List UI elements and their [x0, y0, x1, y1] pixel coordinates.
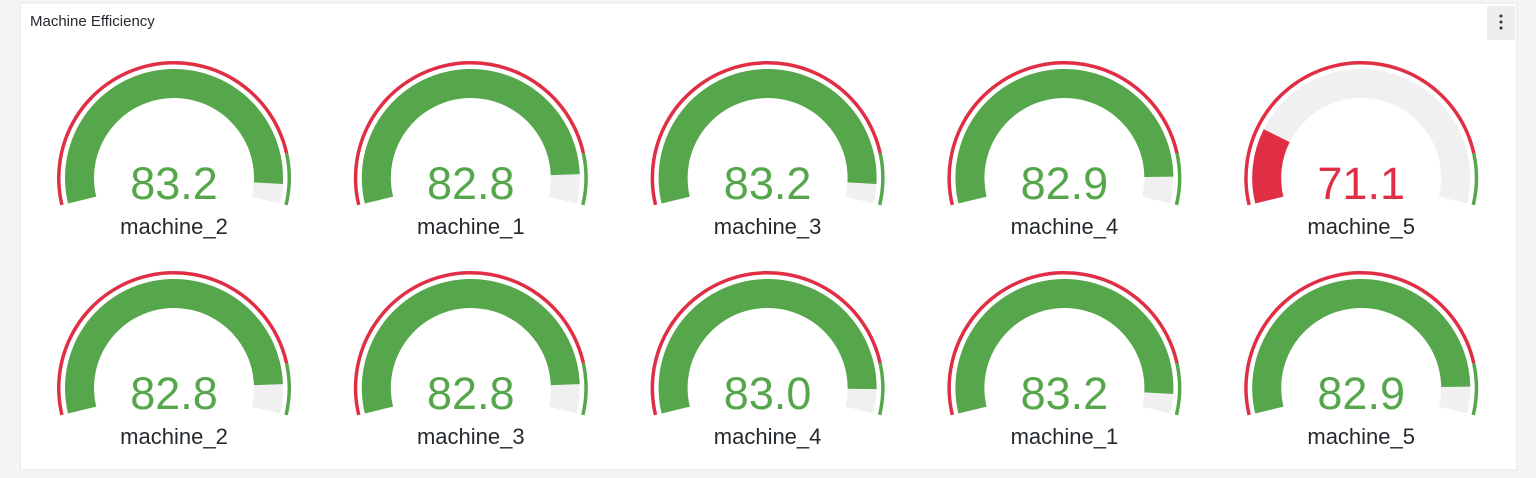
threshold-band	[284, 152, 291, 206]
gauge-track	[1252, 69, 1471, 204]
menu-dot	[1499, 20, 1503, 24]
menu-dot	[1499, 14, 1503, 18]
gauge-fill	[64, 68, 283, 204]
gauge-value: 82.8	[427, 368, 515, 419]
threshold-band	[1174, 152, 1182, 206]
gauge-value: 82.9	[1317, 368, 1405, 419]
gauge-label: machine_3	[714, 214, 822, 239]
threshold-band	[581, 152, 588, 206]
panel-menu[interactable]	[1487, 6, 1515, 40]
gauge-label: machine_4	[714, 424, 822, 449]
threshold-band	[1174, 362, 1182, 416]
gauge-fill	[361, 68, 580, 204]
panel-title: Machine Efficiency	[30, 13, 155, 30]
gauge-label: machine_1	[1011, 424, 1119, 449]
gauge-label: machine_2	[120, 424, 228, 449]
gauge-fill	[361, 278, 580, 414]
threshold-band	[284, 362, 291, 416]
gauge-fill	[64, 278, 283, 414]
threshold-band	[1471, 362, 1479, 416]
gauge-fill	[955, 279, 1174, 414]
gauge-label: machine_5	[1307, 214, 1415, 239]
gauge-value: 71.1	[1317, 158, 1405, 209]
gauge-fill	[1252, 278, 1471, 414]
gauge-label: machine_5	[1307, 424, 1415, 449]
gauge-fill	[1252, 129, 1290, 204]
gauge-value: 83.2	[130, 158, 218, 209]
gauge-fill	[658, 278, 877, 414]
threshold-band	[877, 362, 885, 416]
gauge-fill	[955, 68, 1174, 204]
gauge-value: 82.9	[1021, 158, 1109, 209]
gauge-value: 83.2	[1021, 368, 1109, 419]
gauge-value: 83.0	[724, 368, 812, 419]
gauge-fill	[658, 68, 877, 204]
threshold-band	[877, 152, 885, 206]
gauge-label: machine_2	[120, 214, 228, 239]
gauge-label: machine_4	[1011, 214, 1119, 239]
gauge-label: machine_1	[417, 214, 525, 239]
gauge-value: 82.8	[427, 158, 515, 209]
gauge-label: machine_3	[417, 424, 525, 449]
threshold-band	[581, 362, 588, 416]
gauge-value: 83.2	[724, 158, 812, 209]
gauge-value: 82.8	[130, 368, 218, 419]
threshold-band	[1471, 152, 1479, 206]
menu-dot	[1499, 26, 1503, 30]
